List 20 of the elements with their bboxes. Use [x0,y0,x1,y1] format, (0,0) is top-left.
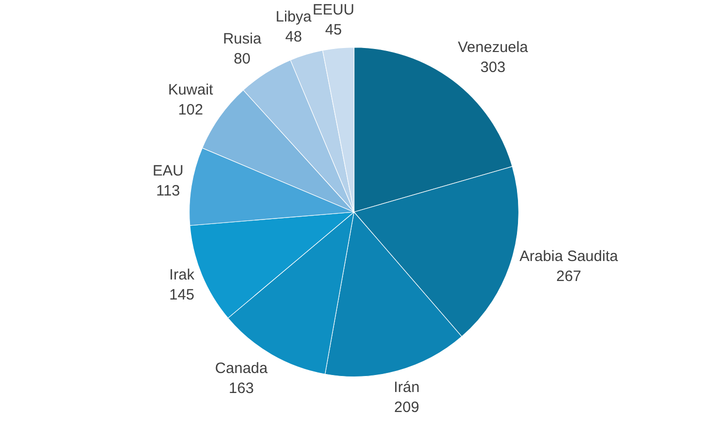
data-label: 145 [169,286,194,304]
slice-label: Venezuela [458,39,529,56]
slice-label: Canada [215,360,268,377]
slice-label: Irak [169,266,195,284]
data-label: 209 [394,398,420,416]
data-label: 163 [228,380,254,397]
slice-label: Libya [276,8,312,26]
data-label: 303 [480,59,506,76]
data-label: 113 [156,182,180,200]
slice-label: Rusia [222,30,262,48]
data-label: 45 [325,21,342,38]
slice-label: Irán [394,378,420,396]
data-label: 80 [234,50,250,68]
data-label: 267 [556,268,582,285]
slice-label: Kuwait [168,82,214,99]
data-label: 48 [285,28,302,46]
slice-label: EEUU [312,1,354,18]
data-label: 102 [178,102,204,119]
slice-label: Arabia Saudita [520,248,619,265]
slice-label: EAU [152,162,184,180]
